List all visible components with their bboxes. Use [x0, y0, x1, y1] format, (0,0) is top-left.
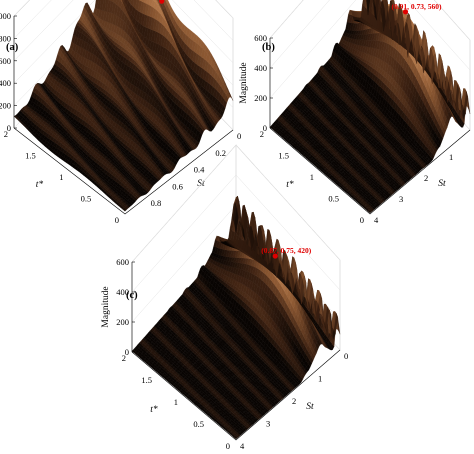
x-axis-label: t*: [36, 180, 44, 190]
surface-panel-b: 0200400600Magnitude00.511.52t*01234St(0.…: [239, 0, 471, 225]
y-tick-label: 0: [237, 131, 241, 141]
y-tick-label: 0.6: [172, 181, 183, 191]
z-gridline: [13, 0, 234, 63]
y-tick-label: 0.2: [215, 148, 226, 158]
surface-panel-a: 02004006008001000Magnitude00.511.52t*00.…: [0, 0, 241, 225]
z-tick-label: 400: [0, 78, 11, 88]
panel-label: (a): [6, 42, 19, 53]
z-tick-label: 600: [0, 56, 11, 66]
x-tick-label: 1.5: [25, 151, 36, 161]
z-tick-label: 200: [0, 101, 11, 111]
y-tick-label: 0.4: [194, 165, 205, 175]
x-tick-label: 0: [115, 215, 119, 225]
z-tick-label: 1000: [0, 11, 11, 21]
x-tick-label: 1: [59, 172, 63, 182]
z-gridline: [13, 0, 234, 41]
x-tick-label: 2: [4, 129, 8, 139]
x-tick-label: 0.5: [81, 194, 92, 204]
y-tick-label: 0.8: [151, 198, 162, 208]
